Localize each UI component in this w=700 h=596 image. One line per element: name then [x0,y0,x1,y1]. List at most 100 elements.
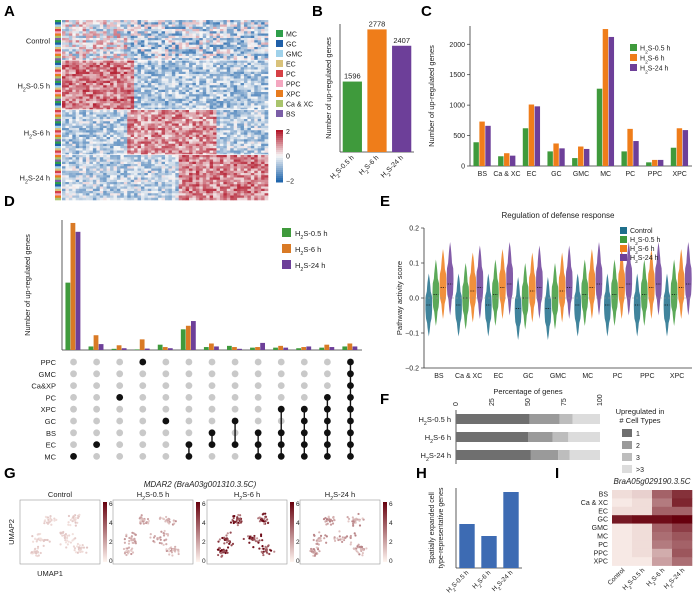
heatmap-cell [206,92,210,95]
heatmap-cell [250,182,255,185]
heatmap-cell [89,184,94,187]
heatmap-cell [195,24,200,28]
heatmap-cell [103,31,107,34]
heatmap-cell [202,42,207,46]
heatmap-cell [219,125,224,129]
heatmap-cell [195,56,200,59]
heatmap-cell [226,175,231,178]
heatmap-cell [116,188,121,192]
heatmap-cell [99,42,104,46]
heatmap-cell [151,80,155,84]
heatmap-cell [254,69,258,73]
heatmap-cell [82,119,87,122]
heatmap-cell [189,53,193,57]
heatmap-cell [195,62,200,66]
heatmap-cell [175,76,180,79]
legend-swatch [276,100,283,107]
heatmap-cell [178,134,183,138]
heatmap-cell [261,40,265,43]
heatmap-cell [68,44,73,48]
heatmap-cell [123,58,128,61]
heatmap-cell [65,152,70,156]
heatmap-cell [213,76,217,79]
heatmap-cell [233,22,238,25]
heatmap-cell [154,105,159,109]
heatmap-cell [219,101,224,104]
heatmap-cell [130,74,135,77]
heatmap-cell [223,161,228,165]
heatmap-cell [257,150,262,154]
heatmap-cell [113,179,118,183]
heatmap-cell [96,110,101,113]
heatmap-cell [99,114,104,118]
heatmap-cell [103,161,107,165]
heatmap-cell [68,107,73,111]
heatmap-cell [110,137,114,140]
heatmap-cell [264,116,269,120]
heatmap-cell [158,191,162,194]
heatmap-cell [185,130,190,133]
heatmap-cell [223,112,228,115]
colorbar-segment [276,170,283,173]
heatmap-cell [130,40,135,43]
heatmap-cell [89,58,94,61]
heatmap-cell [175,139,180,142]
heatmap-cell [161,101,166,104]
heatmap-cell [144,114,149,118]
heatmap-cell [230,132,234,136]
heatmap-cell [233,107,238,111]
heatmap-cell [96,184,101,187]
heatmap-cell [147,125,152,129]
heatmap-cell [68,20,73,23]
heatmap-cell [240,98,245,102]
heatmap-cell [68,26,73,30]
heatmap-cell [226,58,231,61]
heatmap-cell [65,173,70,176]
heatmap-cell [123,76,128,79]
heatmap-cell [264,38,269,41]
heatmap-cell [250,164,255,167]
heatmap-cell [233,60,238,64]
heatmap-cell [195,175,200,178]
heatmap-cell [243,67,248,70]
heatmap-cell [137,110,142,113]
heatmap-cell [86,76,90,79]
heatmap-cell [178,74,183,77]
heatmap-cell [62,157,66,160]
heatmap-cell [154,188,159,192]
heatmap-cell [264,195,269,199]
heatmap-cell [116,67,121,70]
heatmap-cell [195,125,200,129]
heatmap-cell [240,69,245,73]
heatmap-cell [92,141,97,145]
heatmap-cell [219,69,224,73]
heatmap-cell [89,173,94,176]
heatmap-cell [62,78,66,82]
heatmap-cell [120,85,125,88]
heatmap-cell [62,35,66,39]
heatmap-cell [96,139,101,142]
heatmap-cell [226,40,231,43]
heatmap-cell [82,40,87,43]
heatmap-cell [99,49,104,52]
heatmap-cell [230,128,234,131]
heatmap-cell [116,159,121,163]
heatmap-cell [199,186,204,190]
heatmap-cell [99,159,104,163]
heatmap-cell [62,96,66,100]
heatmap-cell [168,94,173,97]
heatmap-cell [233,69,238,73]
heatmap-cell [120,110,125,113]
heatmap-cell [147,94,152,97]
heatmap-cell [261,71,265,75]
heatmap-cell [137,130,142,133]
heatmap-cell [62,47,66,50]
heatmap-cell [209,123,214,127]
heatmap-cell [106,44,111,48]
heatmap-cell [120,94,125,97]
heatmap-cell [213,186,217,190]
heatmap-cell [165,152,169,156]
heatmap-cell [99,83,104,86]
heatmap-cell [103,69,107,73]
heatmap-cell [151,155,155,158]
